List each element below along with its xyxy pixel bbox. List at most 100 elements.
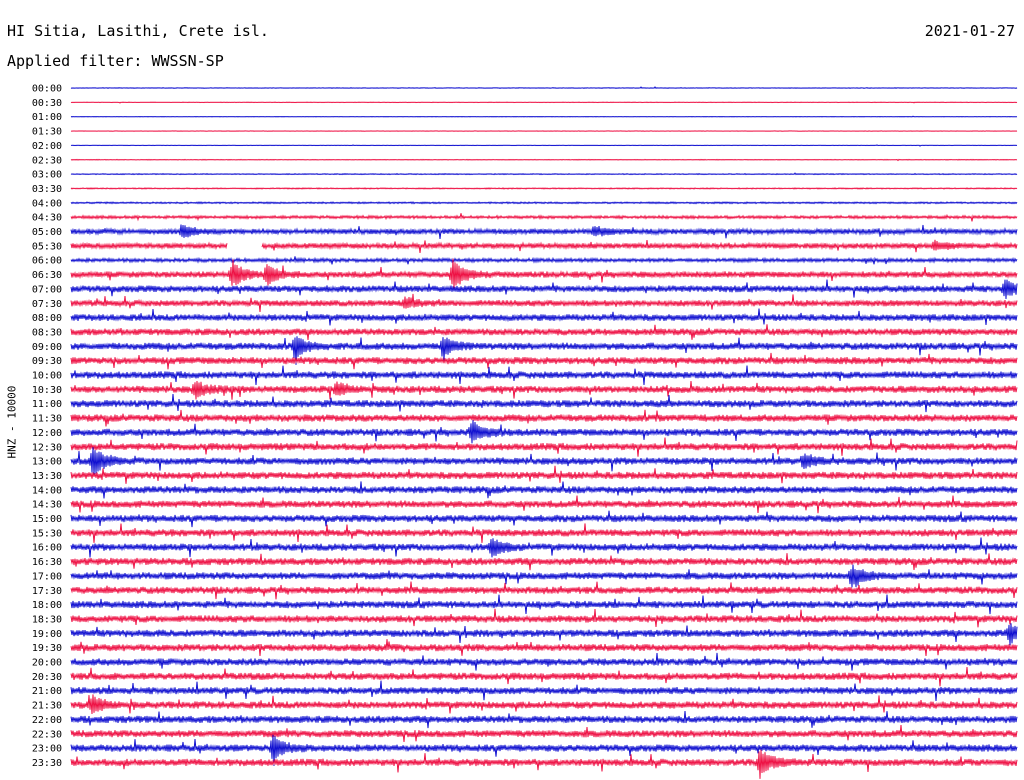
- trace-row: 16:30: [32, 553, 1018, 571]
- trace-row: 02:30: [32, 155, 1018, 166]
- time-tick-label: 10:30: [32, 385, 62, 396]
- waveform-trace: [70, 279, 1018, 300]
- time-tick-label: 08:30: [32, 327, 62, 338]
- trace-row: 18:00: [32, 594, 1018, 615]
- time-tick-label: 12:30: [32, 442, 62, 453]
- time-tick-label: 01:00: [32, 112, 62, 123]
- waveform-trace: [70, 694, 1018, 715]
- trace-row: 07:00: [32, 279, 1018, 300]
- trace-row: 19:00: [32, 623, 1018, 646]
- waveform-trace: [70, 256, 1018, 265]
- time-tick-label: 01:30: [32, 127, 62, 138]
- trace-row: 11:30: [32, 409, 1018, 427]
- trace-row: 15:30: [32, 523, 1018, 543]
- time-tick-label: 05:00: [32, 227, 62, 238]
- time-tick-label: 04:00: [32, 198, 62, 209]
- trace-row: 01:00: [32, 112, 1018, 123]
- waveform-trace: [70, 293, 1018, 312]
- record-date: 2021-01-27: [924, 22, 1015, 40]
- waveform-trace: [70, 224, 1018, 240]
- time-tick-label: 20:00: [32, 658, 62, 669]
- filter-label: Applied filter: WWSSN-SP: [7, 52, 224, 70]
- time-tick-label: 11:30: [32, 414, 62, 425]
- time-tick-label: 08:00: [32, 313, 62, 324]
- waveform-trace: [70, 437, 1018, 457]
- trace-row: 21:00: [32, 680, 1018, 701]
- time-tick-label: 09:00: [32, 342, 62, 353]
- trace-row: 03:00: [32, 170, 1018, 181]
- waveform-trace: [70, 639, 1018, 657]
- waveform-trace: [70, 352, 1018, 370]
- waveform-trace: [70, 187, 1018, 190]
- trace-row: 15:00: [32, 510, 1018, 528]
- time-tick-label: 16:00: [32, 543, 62, 554]
- trace-row: 17:00: [32, 564, 1018, 588]
- time-tick-label: 13:30: [32, 471, 62, 482]
- trace-row: 23:30: [32, 749, 1018, 779]
- time-tick-label: 00:00: [32, 84, 62, 95]
- time-tick-label: 18:00: [32, 600, 62, 611]
- trace-row: 13:00: [32, 447, 1018, 476]
- trace-row: 10:30: [32, 380, 1018, 400]
- trace-row: 14:00: [32, 481, 1018, 499]
- time-tick-label: 20:30: [32, 672, 62, 683]
- time-tick-label: 04:30: [32, 213, 62, 224]
- trace-row: 08:00: [32, 308, 1018, 326]
- trace-row: 10:00: [32, 365, 1018, 386]
- trace-row: 16:00: [32, 537, 1018, 558]
- time-tick-label: 10:00: [32, 371, 62, 382]
- waveform-trace: [70, 652, 1018, 671]
- trace-row: 09:00: [32, 336, 1018, 365]
- waveform-trace: [70, 324, 1018, 341]
- trace-row: 05:00: [32, 224, 1018, 240]
- waveform-trace: [70, 465, 1018, 484]
- time-tick-label: 15:30: [32, 528, 62, 539]
- waveform-trace: [70, 380, 1018, 400]
- trace-row: 09:30: [32, 352, 1018, 370]
- waveform-trace: [70, 258, 1018, 289]
- waveform-trace: [70, 144, 1018, 147]
- waveform-trace: [70, 447, 1018, 476]
- waveform-trace: [70, 710, 1018, 729]
- waveform-trace: [70, 481, 1018, 499]
- time-tick-label: 02:30: [32, 155, 62, 166]
- station-title: HI Sitia, Lasithi, Crete isl.: [7, 22, 269, 40]
- waveform-trace: [70, 537, 1018, 558]
- waveform-trace: [70, 213, 1018, 222]
- time-tick-label: 09:30: [32, 356, 62, 367]
- time-tick-label: 14:30: [32, 500, 62, 511]
- trace-row: 01:30: [32, 127, 1018, 138]
- waveform-trace: [70, 336, 1018, 365]
- trace-row: 13:30: [32, 465, 1018, 484]
- waveform-trace: [70, 510, 1018, 528]
- time-tick-label: 22:30: [32, 729, 62, 740]
- trace-row: 22:00: [32, 710, 1018, 729]
- time-tick-label: 23:30: [32, 758, 62, 769]
- time-tick-label: 23:00: [32, 744, 62, 755]
- trace-row: 06:00: [32, 256, 1018, 267]
- waveform-trace: [70, 172, 1018, 176]
- time-tick-label: 03:00: [32, 170, 62, 181]
- trace-row: 21:30: [32, 694, 1018, 715]
- trace-row: 07:30: [32, 293, 1018, 312]
- trace-row: 04:00: [32, 198, 1018, 209]
- time-tick-label: 06:30: [32, 270, 62, 281]
- waveform-trace: [70, 130, 1018, 132]
- time-tick-label: 19:00: [32, 629, 62, 640]
- time-tick-label: 15:00: [32, 514, 62, 525]
- time-tick-label: 18:30: [32, 614, 62, 625]
- waveform-trace: [70, 667, 1018, 687]
- trace-row: 20:30: [32, 667, 1018, 687]
- trace-row: 05:30: [32, 239, 1018, 253]
- trace-row: 00:30: [32, 98, 1018, 109]
- waveform-trace: [70, 623, 1018, 646]
- waveform-trace: [70, 581, 1018, 600]
- trace-row: 04:30: [32, 213, 1018, 224]
- time-tick-label: 21:30: [32, 701, 62, 712]
- waveform-trace: [70, 365, 1018, 386]
- time-tick-label: 00:30: [32, 98, 62, 109]
- waveform-trace: [70, 553, 1018, 571]
- waveform-trace: [70, 734, 1018, 767]
- waveform-trace: [70, 594, 1018, 615]
